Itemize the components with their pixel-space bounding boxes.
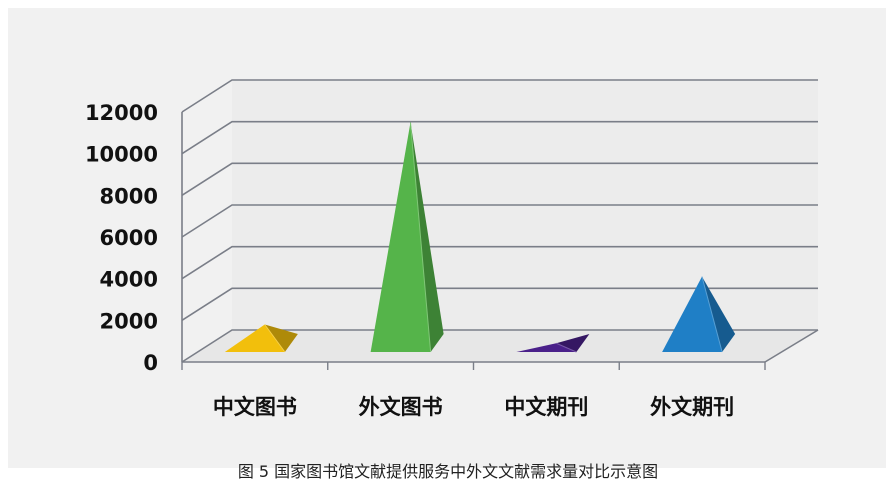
gridline bbox=[181, 287, 818, 322]
gridline bbox=[181, 329, 818, 363]
floor-edge bbox=[764, 329, 819, 363]
y-tick-label: 0 bbox=[143, 351, 158, 375]
gridline bbox=[181, 162, 818, 197]
x-category-label: 外文图书 bbox=[359, 395, 443, 419]
floor bbox=[182, 330, 818, 362]
y-tick-label: 4000 bbox=[100, 268, 158, 292]
y-tick-label: 12000 bbox=[85, 101, 158, 125]
pyramid-edge bbox=[409, 122, 432, 353]
gridline bbox=[181, 79, 818, 113]
pyramid-edge bbox=[264, 324, 286, 353]
figure-caption: 图 5 国家图书馆文献提供服务中外文文献需求量对比示意图 bbox=[237, 462, 659, 481]
gridline bbox=[181, 204, 818, 238]
x-category-label: 中文期刊 bbox=[504, 395, 588, 419]
pyramid-side bbox=[701, 276, 736, 352]
pyramid-side bbox=[410, 122, 444, 353]
pyramid-side bbox=[264, 324, 298, 352]
pyramid-bar bbox=[662, 276, 723, 352]
pyramid-bar bbox=[370, 122, 431, 353]
y-tick-label: 8000 bbox=[100, 184, 158, 208]
pyramid-side bbox=[556, 334, 590, 352]
pyramid-bar bbox=[516, 343, 577, 352]
gridline bbox=[181, 245, 818, 280]
pyramid-bar bbox=[224, 324, 285, 352]
pyramid-edge bbox=[556, 342, 577, 353]
x-category-label: 外文期刊 bbox=[650, 395, 734, 419]
y-tick-label: 10000 bbox=[85, 143, 158, 167]
pyramid-edge bbox=[701, 276, 723, 353]
x-category-label: 中文图书 bbox=[213, 395, 297, 419]
gridline bbox=[181, 120, 818, 155]
y-tick-label: 2000 bbox=[100, 309, 158, 333]
y-tick-label: 6000 bbox=[100, 226, 158, 250]
